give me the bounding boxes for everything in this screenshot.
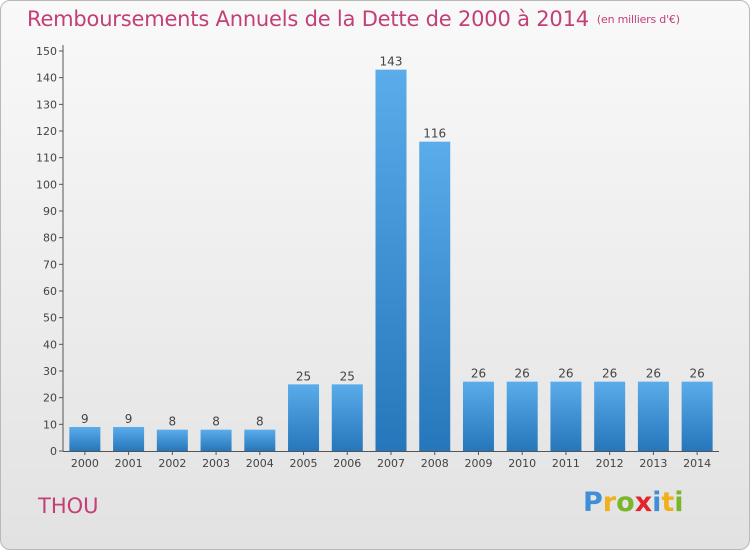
data-label: 8 (212, 415, 220, 429)
bar (331, 384, 363, 451)
logo-letter: r (602, 487, 617, 518)
logo-letter: t (661, 487, 675, 518)
x-tick-label: 2002 (158, 457, 186, 470)
x-tick-label: 2000 (71, 457, 99, 470)
y-tick-label: 10 (43, 418, 57, 431)
x-tick-label: 2003 (202, 457, 230, 470)
data-label: 143 (380, 55, 403, 69)
bar (375, 69, 407, 452)
data-label: 26 (471, 367, 486, 381)
y-tick-label: 130 (36, 98, 57, 111)
bar (637, 381, 669, 451)
bar (244, 429, 276, 451)
bar (594, 381, 626, 451)
x-tick-label: 2013 (639, 457, 667, 470)
data-label: 8 (256, 415, 264, 429)
y-tick-label: 60 (43, 285, 57, 298)
data-label: 25 (296, 369, 311, 383)
bar (506, 381, 538, 451)
logo-letter: o (616, 487, 635, 518)
bars (69, 69, 713, 452)
x-tick-label: 2009 (464, 457, 492, 470)
y-tick-label: 30 (43, 365, 57, 378)
x-tick-label: 2006 (333, 457, 361, 470)
bar (419, 141, 451, 451)
bar (69, 427, 101, 451)
y-tick-label: 40 (43, 338, 57, 351)
data-label: 26 (646, 367, 661, 381)
y-tick-label: 80 (43, 232, 57, 245)
x-tick-label: 2010 (508, 457, 536, 470)
place-name: THOU (38, 494, 99, 518)
data-label: 26 (558, 367, 573, 381)
data-label: 26 (515, 367, 530, 381)
data-label: 25 (340, 369, 355, 383)
y-tick-label: 120 (36, 125, 57, 138)
logo-letter: i (652, 487, 662, 518)
chart-subtitle: (en milliers d'€) (596, 13, 680, 26)
y-tick-label: 150 (36, 45, 57, 58)
x-tick-label: 2007 (377, 457, 405, 470)
y-tick-label: 90 (43, 205, 57, 218)
x-tick-label: 2005 (290, 457, 318, 470)
x-tick-label: 2001 (115, 457, 143, 470)
x-tick-label: 2008 (421, 457, 449, 470)
y-tick-label: 50 (43, 312, 57, 325)
bar (113, 427, 145, 451)
y-tick-label: 110 (36, 152, 57, 165)
axes: 0 10 20 30 40 50 60 70 80 90 100 110 120 130 140 150 (36, 45, 719, 458)
bar (462, 381, 494, 451)
y-tick-label: 100 (36, 178, 57, 191)
bar (681, 381, 713, 451)
data-label: 26 (602, 367, 617, 381)
proxiti-logo: Proxiti (583, 487, 684, 518)
y-tick-label: 20 (43, 392, 57, 405)
y-tick-label: 70 (43, 258, 57, 271)
bar (200, 429, 232, 451)
x-tick-label: 2012 (596, 457, 624, 470)
data-label: 9 (81, 412, 89, 426)
x-tick-label: 2014 (683, 457, 711, 470)
chart-title-text: Remboursements Annuels de la Dette de 20… (27, 7, 589, 31)
data-label: 116 (423, 127, 446, 141)
y-tick-label: 140 (36, 72, 57, 85)
labels: 2000 9 2001 9 2002 8 2003 8 2004 8 2005 25 2006 25 200… (71, 55, 711, 470)
data-label: 26 (689, 367, 704, 381)
x-tick-label: 2011 (552, 457, 580, 470)
y-tick-label: 0 (50, 445, 57, 458)
x-tick-label: 2004 (246, 457, 274, 470)
data-label: 9 (125, 412, 133, 426)
logo-letter: x (634, 487, 653, 518)
bar (550, 381, 582, 451)
bar (288, 384, 320, 451)
chart-title: Remboursements Annuels de la Dette de 20… (27, 7, 680, 31)
data-label: 8 (169, 415, 177, 429)
logo-letter: P (583, 487, 603, 518)
logo-letter: i (674, 487, 684, 518)
bar (156, 429, 188, 451)
